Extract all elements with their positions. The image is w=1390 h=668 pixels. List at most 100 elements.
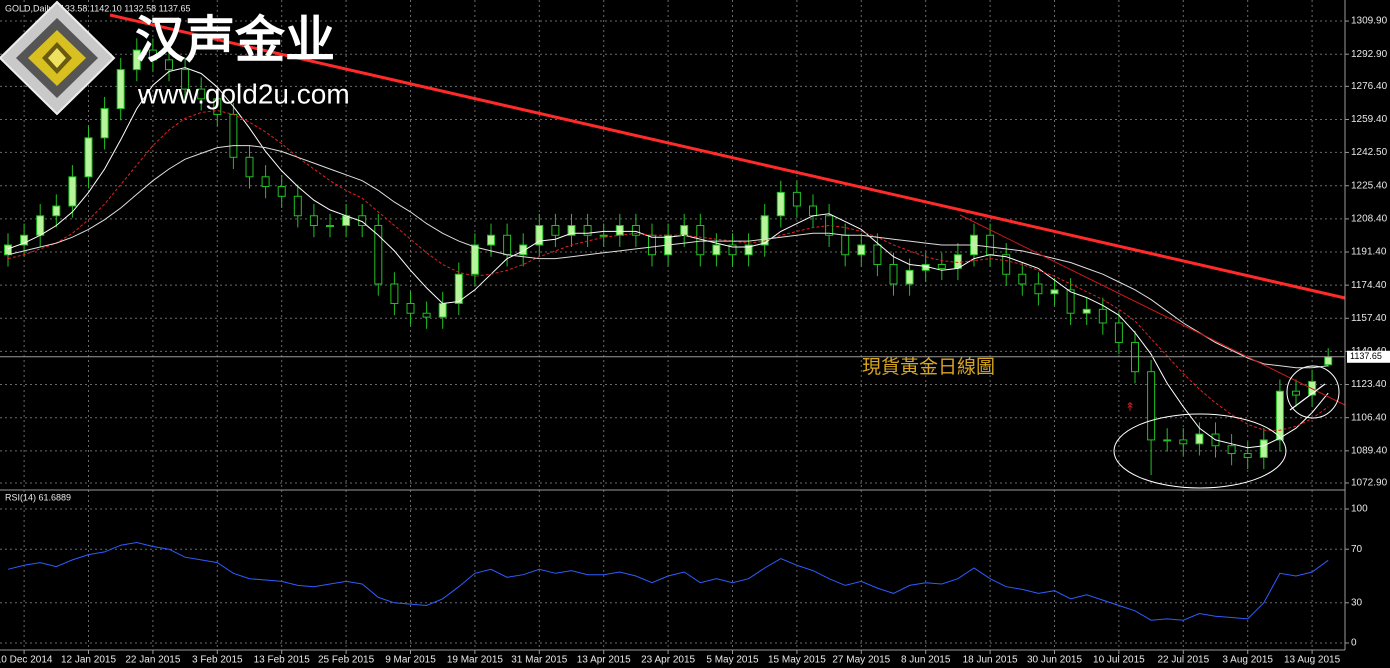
candle-body [631, 225, 640, 236]
x-tick-label: 15 May 2015 [768, 655, 826, 666]
rsi-line [7, 541, 1329, 621]
candle-body [551, 225, 560, 236]
candle-body [1018, 273, 1027, 285]
candle-body [583, 225, 592, 236]
candle-body [309, 215, 318, 227]
candle-body [132, 49, 141, 71]
candle-body [680, 225, 689, 236]
candle-body [390, 283, 399, 304]
y-tick-label: 1072.90 [1351, 478, 1388, 489]
candle-body [728, 244, 737, 256]
price-label: 1137.65 [1350, 351, 1382, 361]
candle-body [36, 215, 45, 236]
price-label-box [1347, 350, 1390, 363]
x-tick-label: 12 Jan 2015 [61, 655, 116, 666]
y-tick-label: 1174.40 [1351, 280, 1387, 291]
y-tick-label: 1292.90 [1351, 49, 1388, 60]
candle-body [1275, 390, 1284, 441]
y-tick-label: 1106.40 [1351, 412, 1387, 423]
y-tick-label: 1225.40 [1351, 180, 1388, 191]
website: www.gold2u.com [137, 78, 350, 109]
candle-body [406, 302, 415, 314]
candle-body [197, 88, 206, 100]
moving-average [7, 109, 1329, 431]
annotation: 現貨黃金日線圖 [862, 356, 995, 378]
y-tick-label: 1309.90 [1351, 16, 1388, 27]
x-tick-label: 27 May 2015 [832, 655, 890, 666]
x-tick-label: 3 Feb 2015 [192, 655, 243, 666]
x-tick-label: 22 Jan 2015 [125, 655, 180, 666]
x-tick-label: 10 Dec 2014 [0, 655, 53, 666]
candle-body [1066, 289, 1075, 314]
candle-body [487, 234, 495, 246]
candle-body [1259, 439, 1268, 458]
candle-body [52, 205, 61, 217]
y-tick-label: 1123.40 [1351, 379, 1387, 390]
candle-body [567, 225, 576, 236]
x-tick-label: 22 Jul 2015 [1157, 655, 1209, 666]
candle-body [342, 215, 351, 227]
trend-line [109, 13, 1346, 300]
candle-body [857, 244, 866, 256]
logo-text: 汉声金业 [135, 12, 335, 68]
candle-body [422, 312, 431, 318]
y-tick-label: 100 [1351, 504, 1368, 515]
candle-body [599, 234, 608, 237]
candle-body [889, 263, 898, 285]
candle-body [905, 269, 914, 285]
candle-body [245, 156, 254, 178]
candle-body [229, 113, 238, 158]
candle-body [1002, 254, 1011, 275]
x-tick-label: 13 Feb 2015 [254, 655, 311, 666]
candle-body [293, 195, 302, 217]
candle-body [1324, 356, 1333, 366]
y-tick-label: 1191.40 [1351, 247, 1387, 258]
x-tick-label: 13 Aug 2015 [1284, 655, 1341, 666]
candle-body [519, 244, 528, 256]
candle-body [744, 244, 753, 256]
candle-body [1179, 439, 1188, 445]
candle-body [470, 244, 479, 275]
candle-body [1292, 390, 1300, 396]
x-tick-label: 31 Mar 2015 [511, 655, 568, 666]
candle-body [68, 176, 77, 207]
highlight-ellipse [1113, 413, 1287, 489]
candle-body [181, 69, 190, 90]
candle-body [535, 225, 544, 246]
candle-body [873, 244, 882, 265]
candle-body [1227, 445, 1236, 455]
trend-line [1289, 383, 1326, 411]
candle-body [100, 108, 109, 139]
candle-body [277, 186, 286, 197]
candle-body [503, 234, 512, 256]
candle-body [712, 244, 721, 256]
candle-body [4, 244, 12, 256]
candle-body [1034, 283, 1043, 295]
plot: 1137.65 [0, 38, 1390, 621]
y-tick-label: 1242.50 [1351, 147, 1388, 158]
y-tick-label: 0 [1351, 638, 1357, 649]
x-tick-label: 9 Mar 2015 [385, 655, 436, 666]
candle-body [986, 234, 995, 256]
x-tick-label: 18 Jun 2015 [963, 655, 1018, 666]
candle-body [1147, 371, 1156, 441]
candle-body [1243, 453, 1252, 458]
candle-body [1195, 433, 1204, 445]
candle-body [1082, 308, 1091, 314]
logo [0, 0, 116, 116]
candle-body [261, 176, 270, 188]
candle-body [648, 234, 656, 256]
candle-body [760, 215, 769, 246]
candle-body [1098, 308, 1107, 324]
x-tick-label: 13 Apr 2015 [577, 655, 631, 666]
candle-body [84, 137, 93, 178]
candle-body [374, 225, 383, 285]
x-tick-label: 10 Jul 2015 [1093, 655, 1145, 666]
x-tick-label: 25 Feb 2015 [318, 655, 375, 666]
candle-body [116, 69, 125, 110]
y-tick-label: 1208.40 [1351, 214, 1388, 225]
candle-body [792, 191, 801, 207]
